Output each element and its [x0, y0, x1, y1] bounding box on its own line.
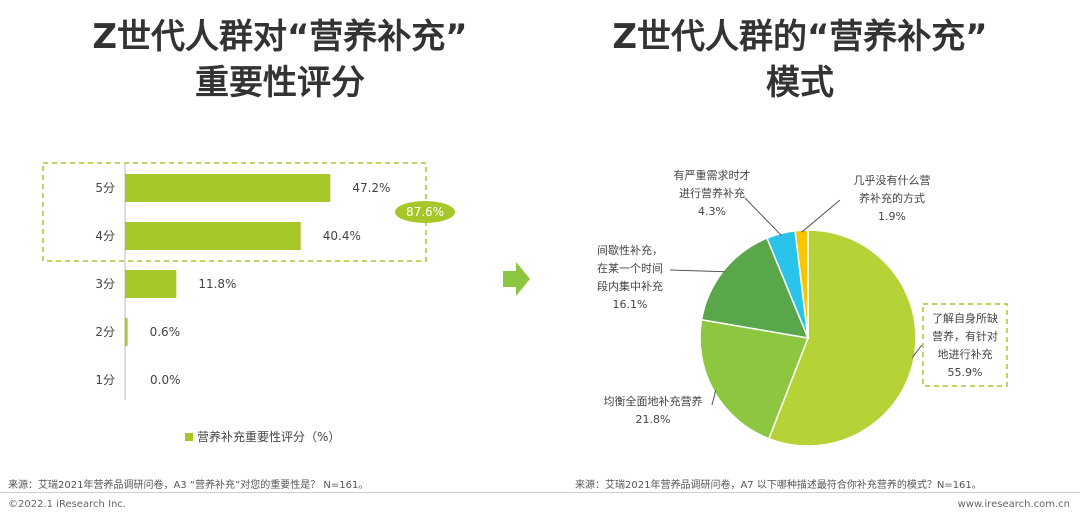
- pie-slice-label: 了解自身所缺: [932, 311, 998, 325]
- pie-slice: [699, 318, 810, 440]
- pie-highlight-box: [922, 303, 1008, 387]
- pie-leader-line: [669, 269, 726, 273]
- pie-slice-label: 养补充的方式: [859, 191, 925, 205]
- bar: [125, 222, 301, 250]
- pie-value-label: 55.9%: [948, 366, 983, 379]
- pie-value-label: 16.1%: [613, 298, 648, 311]
- footer-website-link[interactable]: www.iresearch.com.cn: [957, 499, 1070, 510]
- pie-slice: [767, 229, 917, 447]
- right-title-line1: Z世代人群的“营养补充”: [612, 17, 988, 57]
- source-note-left: 来源：艾瑞2021年营养品调研问卷，A3 “营养补充”对您的重要性是？ N=16…: [8, 480, 369, 491]
- pie-slice-label: 均衡全面地补充营养: [604, 394, 703, 408]
- pie-slice-label: 段内集中补充: [597, 279, 663, 293]
- footer-divider: [0, 492, 1080, 493]
- pie-leader-line: [801, 199, 841, 233]
- left-title-line1: Z世代人群对“营养补充”: [92, 17, 468, 57]
- left-chart-title: Z世代人群对“营养补充” 重要性评分: [20, 14, 540, 106]
- bar: [125, 174, 331, 202]
- bar-value-label: 47.2%: [352, 181, 390, 195]
- pie-value-label: 21.8%: [636, 413, 671, 426]
- pie-value-label: 1.9%: [878, 210, 906, 223]
- bar-value-label: 0.0%: [150, 373, 181, 387]
- legend-label: 营养补充重要性评分（%）: [197, 429, 340, 444]
- y-tick-label: 2分: [95, 325, 115, 339]
- highlight-total-badge: [395, 201, 455, 223]
- pie-slice-label: 几乎没有什么营: [854, 173, 931, 187]
- pie-slice-label: 间歇性补充，: [597, 243, 663, 257]
- pie-value-label: 4.3%: [698, 205, 726, 218]
- highlight-total-label: 87.6%: [406, 205, 444, 219]
- pie-slice-label: 在某一个时间: [597, 262, 663, 275]
- bar-value-label: 0.6%: [150, 325, 181, 339]
- pie-leader-line: [911, 344, 923, 358]
- left-title-line2: 重要性评分: [195, 63, 365, 103]
- footer-copyright: ©2022.1 iResearch Inc.: [8, 499, 126, 510]
- pie-slice: [700, 237, 810, 339]
- source-note-right: 来源：艾瑞2021年营养品调研问卷，A7 以下哪种描述最符合你补充营养的模式？N…: [575, 480, 982, 491]
- right-chart-title: Z世代人群的“营养补充” 模式: [545, 14, 1055, 106]
- bar: [125, 318, 128, 346]
- y-tick-label: 1分: [95, 373, 115, 387]
- pie-leader-line: [744, 197, 782, 236]
- right-title-line2: 模式: [766, 63, 834, 103]
- pie-slice-label: 进行营养补充: [679, 186, 745, 200]
- pie-slice: [794, 229, 809, 339]
- pie-slice-label: 营养，有针对: [932, 329, 998, 343]
- pie-leader-line: [711, 390, 717, 406]
- y-tick-label: 3分: [95, 277, 115, 291]
- legend-swatch: [185, 433, 193, 441]
- pie-slice-label: 有严重需求时才: [674, 168, 751, 182]
- bar: [125, 270, 177, 298]
- y-tick-label: 5分: [95, 181, 115, 195]
- pie-slice-label: 地进行补充: [938, 347, 993, 361]
- importance-bar-chart: 5分 47.2% 4分 40.4% 3分 11.8% 2分 0.6% 1分 0.0% 87.6% 营养…: [42, 162, 455, 444]
- bar-value-label: 11.8%: [198, 277, 236, 291]
- pie-slice: [766, 229, 809, 339]
- y-tick-label: 4分: [95, 229, 115, 243]
- bar-value-label: 40.4%: [323, 229, 361, 243]
